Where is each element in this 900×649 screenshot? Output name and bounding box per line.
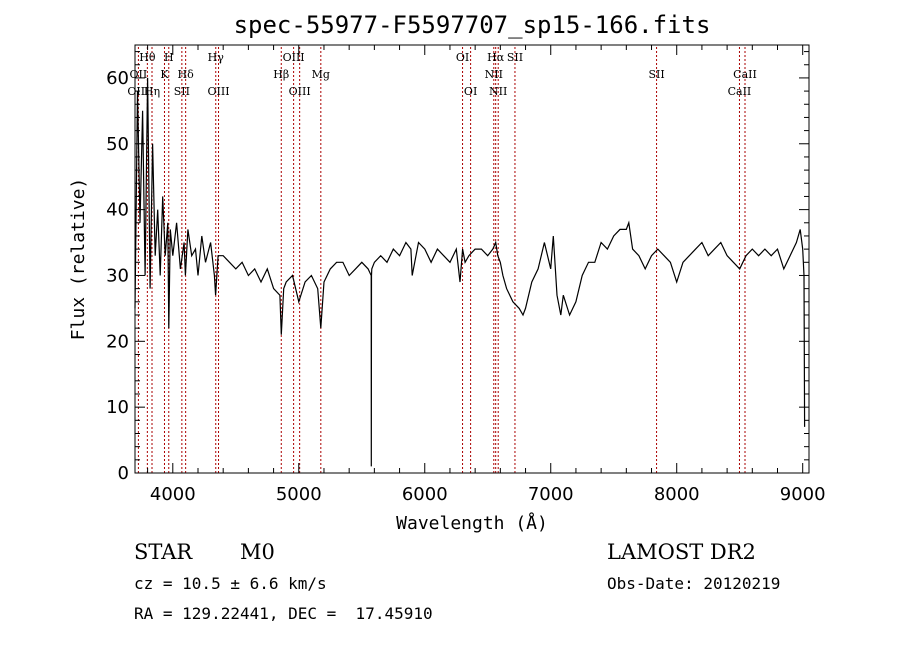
line-label-17: SII — [507, 51, 523, 64]
y-tick-label: 0 — [118, 463, 129, 484]
spectrum-line — [134, 77, 806, 467]
line-label-0: Hθ — [139, 51, 156, 64]
y-tick-label: 50 — [106, 134, 129, 155]
redshift-label: cz = 10.5 ± 6.6 km/s — [134, 574, 327, 593]
line-markers — [137, 47, 746, 473]
line-label-18: NII — [485, 68, 503, 81]
x-axis-ticks: 4000 5000 6000 7000 8000 9000 — [147, 45, 826, 505]
line-label-1: H — [164, 51, 174, 64]
coordinates-label: RA = 129.22441, DEC = 17.45910 — [134, 604, 433, 623]
line-label-13: OIII — [289, 85, 311, 98]
line-label-2: Hγ — [208, 51, 225, 64]
y-tick-label: 40 — [106, 200, 129, 221]
y-axis-ticks: 0 10 20 30 40 50 60 — [106, 51, 809, 484]
y-axis-label: Flux (relative) — [68, 178, 89, 341]
line-label-3: OII — [130, 68, 148, 81]
line-label-15: OI — [464, 85, 477, 98]
line-label-12: Mg — [312, 68, 330, 81]
y-tick-label: 60 — [106, 68, 129, 89]
y-tick-label: 30 — [106, 265, 129, 286]
spectrum-series — [134, 77, 806, 467]
line-label-16: Hα — [487, 51, 505, 64]
line-label-4: K — [160, 68, 169, 81]
line-label-21: CaII — [733, 68, 757, 81]
y-tick-label: 20 — [106, 331, 129, 352]
line-label-9: OIII — [207, 85, 229, 98]
line-label-8: SII — [174, 85, 190, 98]
subclass-label: M0 — [240, 540, 275, 564]
chart-title: spec-55977-F5597707_sp15-166.fits — [234, 11, 711, 39]
y-tick-label: 10 — [106, 397, 129, 418]
line-label-11: Hβ — [273, 68, 289, 81]
line-label-5: Hδ — [178, 68, 195, 81]
x-tick-label: 5000 — [276, 484, 322, 505]
x-tick-label: 9000 — [780, 484, 826, 505]
line-label-10: OIII — [283, 51, 305, 64]
classification-label: STAR — [134, 540, 193, 564]
x-axis-label: Wavelength (Å) — [396, 512, 548, 534]
x-tick-label: 8000 — [654, 484, 700, 505]
x-tick-label: 6000 — [402, 484, 448, 505]
line-label-20: SII — [648, 68, 664, 81]
line-label-19: NII — [489, 85, 507, 98]
x-tick-label: 7000 — [528, 484, 574, 505]
line-label-22: CaII — [728, 85, 752, 98]
line-label-14: OI — [456, 51, 469, 64]
obs-date-label: Obs-Date: 20120219 — [607, 574, 781, 593]
line-label-7: Hη — [144, 85, 160, 98]
survey-label: LAMOST DR2 — [607, 540, 756, 564]
plot-frame — [134, 44, 810, 474]
x-tick-label: 4000 — [150, 484, 196, 505]
